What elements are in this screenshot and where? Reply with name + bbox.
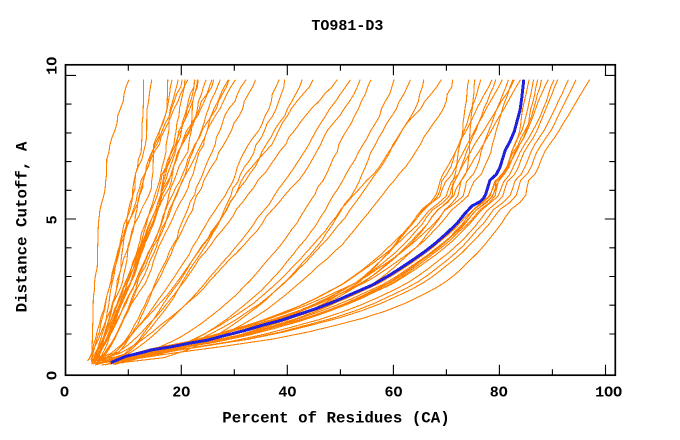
svg-text:O: O [60,384,69,401]
svg-text:8O: 8O [490,384,508,401]
svg-text:5: 5 [45,215,62,224]
svg-text:Percent of Residues (CA): Percent of Residues (CA) [222,410,450,428]
svg-text:Distance Cutoff, A: Distance Cutoff, A [14,141,32,312]
svg-text:6O: 6O [384,384,402,401]
svg-text:1O: 1O [45,57,62,75]
svg-text:2O: 2O [172,384,190,401]
svg-text:O: O [45,371,62,380]
svg-text:TO981-D3: TO981-D3 [311,18,383,35]
svg-text:1OO: 1OO [595,384,622,401]
svg-text:4O: 4O [278,384,296,401]
